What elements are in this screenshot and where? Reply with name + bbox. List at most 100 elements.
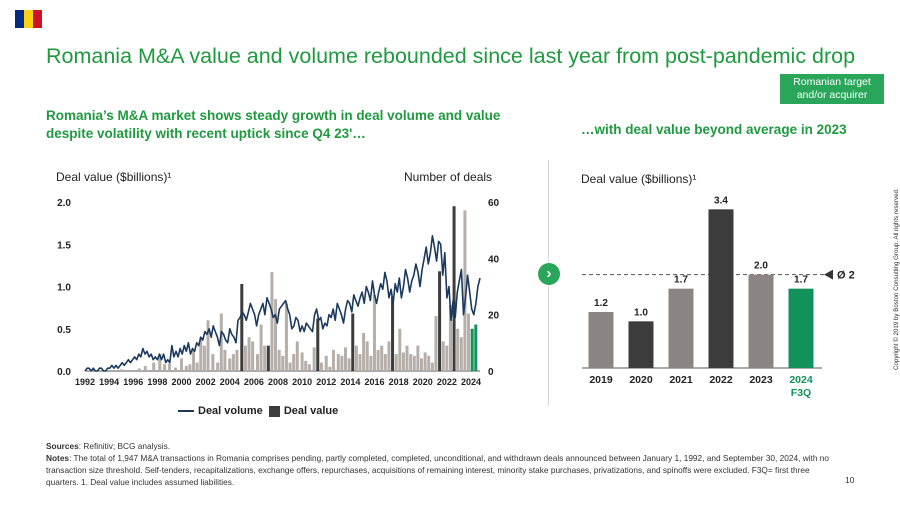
deal-value-bar [304, 360, 308, 371]
deal-value-bar [199, 337, 203, 371]
x-tick-label: 2016 [364, 377, 384, 387]
deal-value-bar [376, 349, 380, 371]
deal-value-bar [372, 294, 376, 371]
deal-value-bar [167, 363, 171, 371]
category-label: 2019 [589, 374, 613, 386]
bar-value-label: 1.0 [634, 307, 648, 318]
deal-value-bar [216, 362, 220, 371]
left-y-axis-title: Deal value ($billions)¹ [56, 170, 172, 184]
deal-value-bar [463, 210, 467, 371]
deal-value-bar [235, 349, 239, 371]
deal-value-bar [152, 362, 156, 371]
deal-value-bar [470, 328, 474, 371]
deal-value-bar [231, 354, 235, 371]
deal-value-bar [394, 354, 398, 371]
chevron-right-icon: › [538, 263, 560, 285]
x-tick-label: 2020 [413, 377, 433, 387]
deal-value-bar [427, 355, 431, 371]
x-tick-label: 2004 [220, 377, 240, 387]
deal-value-bar [259, 324, 263, 371]
x-tick-label: 1992 [75, 377, 95, 387]
copyright: Copyright © 2019 by Boston Consulting Gr… [893, 188, 900, 370]
left-y-tick-label: 1.5 [57, 240, 71, 251]
deal-value-bar [340, 355, 344, 371]
x-tick-label: 2002 [196, 377, 216, 387]
x-tick-label: 2000 [171, 377, 191, 387]
deal-value-bar [192, 349, 196, 371]
flag-stripe-yellow [24, 10, 33, 28]
flag-stripe-blue [15, 10, 24, 28]
x-tick-label: 2006 [244, 377, 264, 387]
category-label: 2021 [669, 374, 693, 386]
deal-value-bar [219, 313, 223, 371]
x-tick-label: 2010 [292, 377, 312, 387]
deal-value-bar [416, 345, 420, 371]
deal-value-bar [351, 313, 355, 371]
right-subtitle: …with deal value beyond average in 2023 [581, 122, 847, 137]
deal-value-bar [179, 358, 183, 371]
deal-value-bar [441, 341, 445, 371]
category-label: 2022 [709, 374, 733, 386]
deal-value-bar [284, 303, 288, 371]
deal-value-bar [412, 355, 416, 371]
deal-value-bar [358, 354, 362, 371]
deal-value-bar [211, 354, 215, 371]
deal-value-bar [270, 272, 274, 371]
left-y-tick-label: 2.0 [57, 198, 71, 209]
scope-tag: Romanian target and/or acquirer [780, 74, 884, 104]
bar-value-label: 2.0 [754, 261, 768, 272]
deal-value-bar [202, 345, 206, 371]
deal-value-bar [184, 365, 188, 371]
deal-value-bar [195, 362, 199, 371]
right-y-tick-label: 20 [488, 311, 500, 322]
deal-value-bar [163, 364, 167, 371]
right-y-tick-label: 40 [488, 254, 500, 265]
romania-flag [15, 10, 42, 28]
x-tick-label: 1996 [123, 377, 143, 387]
legend-bar-swatch [268, 405, 280, 417]
right-y-axis-title: Number of deals [404, 170, 493, 184]
deal-value-bar [255, 354, 259, 371]
left-y-tick-label: 0.0 [57, 367, 71, 378]
annual-value-bar [748, 274, 774, 368]
deal-value-bar [223, 349, 227, 371]
deal-value-bar [362, 332, 366, 371]
deal-value-bar [173, 367, 177, 371]
annual-value-bar [668, 288, 694, 368]
deal-value-bar [324, 355, 328, 371]
bar-value-label: 3.4 [714, 195, 728, 206]
deal-value-bar [430, 362, 434, 371]
deal-value-bar [158, 354, 162, 371]
deal-value-bar [336, 354, 340, 371]
annual-value-bar [628, 321, 654, 368]
right-y-tick-label: 60 [488, 198, 500, 209]
bar-value-label: 1.2 [594, 298, 608, 309]
deal-value-bar [143, 365, 147, 371]
deal-value-bar [387, 341, 391, 371]
deal-value-bar [445, 345, 449, 371]
deal-value-bar [401, 352, 405, 371]
deal-value-bar [328, 366, 332, 371]
flag-stripe-red [33, 10, 42, 28]
page-title: Romania M&A value and volume rebounded s… [46, 44, 856, 68]
deal-value-bar [434, 316, 438, 371]
deal-value-bar [251, 341, 255, 371]
deal-value-bar [354, 345, 358, 371]
x-tick-label: 2024 [461, 377, 481, 387]
average-marker-icon [824, 269, 833, 280]
deal-value-bar [137, 368, 141, 371]
deal-value-bar [474, 324, 478, 371]
deal-value-bar [347, 358, 351, 371]
deal-value-bar [319, 362, 323, 371]
x-tick-label: 2018 [389, 377, 409, 387]
deal-value-bar [295, 341, 299, 371]
deal-value-bar [274, 299, 278, 371]
deal-value-bar [365, 341, 369, 371]
page-number: 10 [845, 475, 855, 485]
deal-value-bar [228, 358, 232, 371]
left-y-tick-label: 0.5 [57, 325, 71, 336]
deal-value-bar [420, 358, 424, 371]
average-label: Ø 2 [837, 270, 855, 282]
